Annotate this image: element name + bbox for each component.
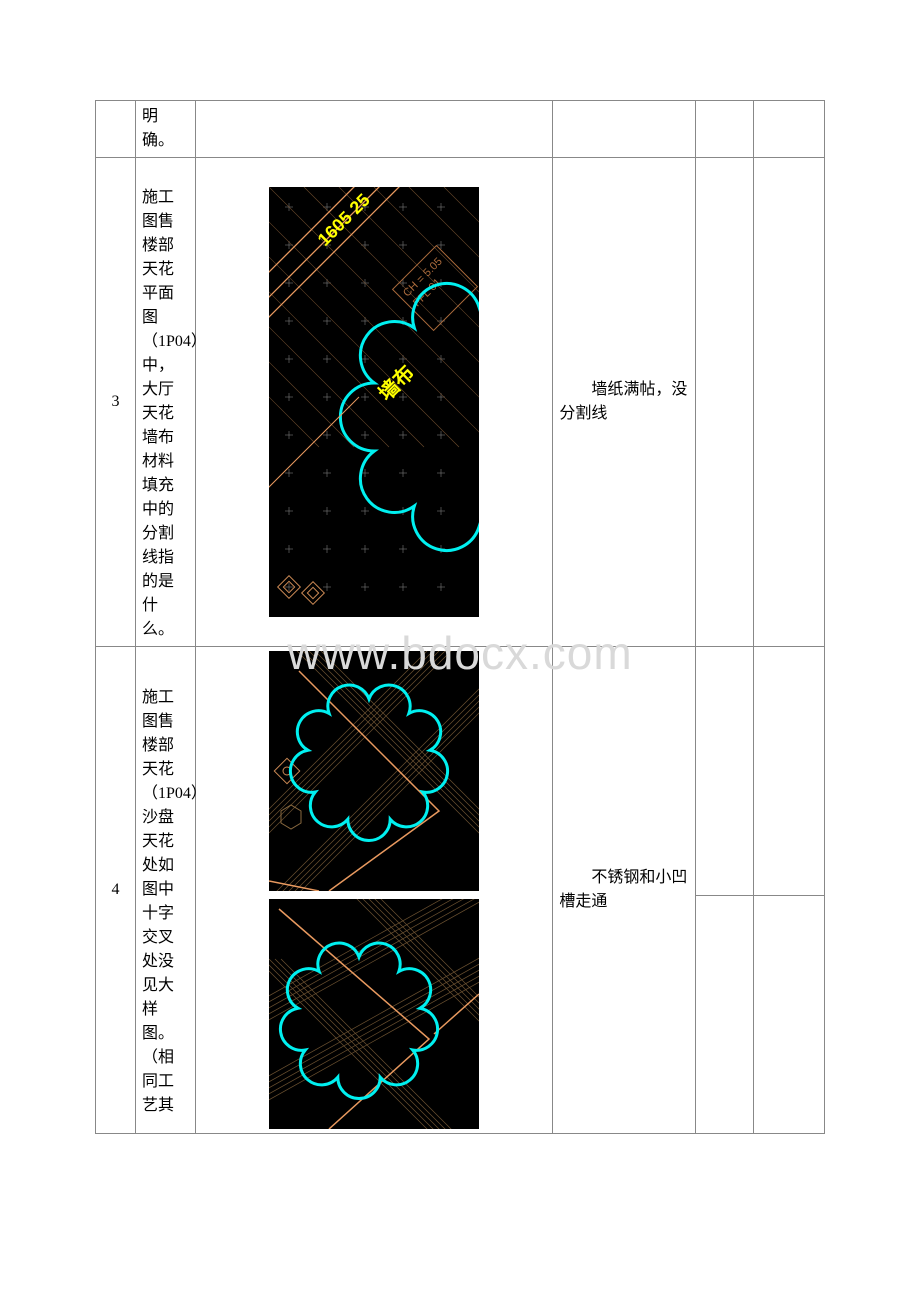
cell-img-prev — [196, 101, 553, 158]
cell-e-4b — [696, 895, 753, 1134]
cell-img-4a — [196, 647, 553, 896]
cell-num-3: 3 — [96, 158, 136, 647]
table-row: 4 施工图售楼部天花（1P04）沙盘天花处如图中十字交叉处没见大样图。（相同工艺… — [96, 647, 825, 896]
cell-desc-prev: 明确。 — [136, 101, 196, 158]
cell-f-4a — [753, 647, 825, 896]
cell-f-prev — [753, 101, 825, 158]
table-row: 明确。 — [96, 101, 825, 158]
issues-table: 明确。 3 施工图售楼部天花平面图（1P04）中，大厅天花墙布材料填充中的分割线… — [95, 100, 825, 1134]
cell-ans-3: 墙纸满帖，没分割线 — [553, 158, 696, 647]
cell-e-3 — [696, 158, 753, 647]
cad-screenshot-2 — [269, 651, 479, 891]
cell-img-4b — [196, 895, 553, 1134]
cell-num-prev — [96, 101, 136, 158]
cad-screenshot-3 — [269, 899, 479, 1129]
table-row: 3 施工图售楼部天花平面图（1P04）中，大厅天花墙布材料填充中的分割线指的是什… — [96, 158, 825, 647]
cell-img-3: 1605 25CH = 5.05FFL 01墙布 — [196, 158, 553, 647]
cell-e-4a — [696, 647, 753, 896]
cell-f-3 — [753, 158, 825, 647]
cell-ans-prev — [553, 101, 696, 158]
cell-num-4: 4 — [96, 647, 136, 1134]
cell-e-prev — [696, 101, 753, 158]
table-row — [96, 895, 825, 1134]
cell-desc-3: 施工图售楼部天花平面图（1P04）中，大厅天花墙布材料填充中的分割线指的是什么。 — [136, 158, 196, 647]
cell-ans-4: 不锈钢和小凹槽走通 — [553, 647, 696, 1134]
cad-screenshot-1: 1605 25CH = 5.05FFL 01墙布 — [269, 187, 479, 617]
cell-desc-4: 施工图售楼部天花（1P04）沙盘天花处如图中十字交叉处没见大样图。（相同工艺其 — [136, 647, 196, 1134]
cell-f-4b — [753, 895, 825, 1134]
